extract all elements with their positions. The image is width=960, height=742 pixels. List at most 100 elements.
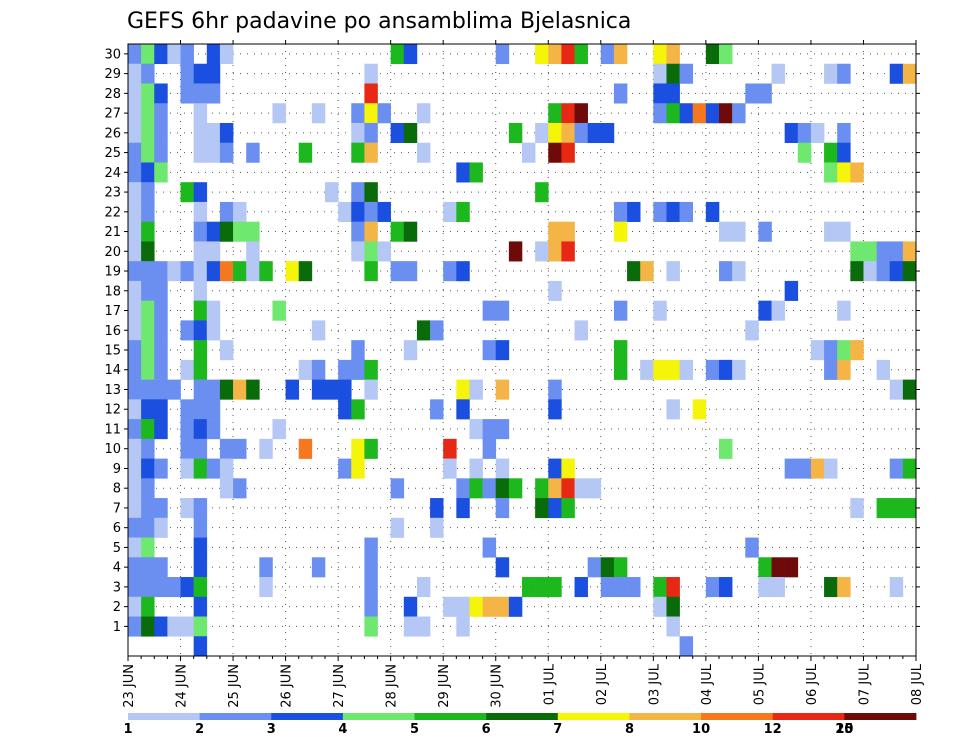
heatmap-cell [469,162,483,183]
x-tick-label: 02 JUL [595,663,610,705]
heatmap-cell [219,221,234,242]
heatmap-cell [535,577,549,598]
heatmap-cell [246,261,260,282]
heatmap-cell [758,300,772,321]
heatmap-cell [193,438,208,459]
heatmap-cell [219,201,234,222]
heatmap-cell [679,359,694,380]
heatmap-cell [364,359,378,380]
heatmap-cell [482,419,497,440]
heatmap-cell [180,498,194,519]
heatmap-cell [193,399,208,420]
heatmap-cell [233,379,247,400]
heatmap-cell [666,83,680,104]
y-tick-label: 25 [104,146,121,161]
heatmap-cell [719,44,733,65]
heatmap-cell [193,340,208,361]
heatmap-cell [810,122,825,144]
heatmap-cell [193,577,208,598]
y-tick-label: 23 [104,186,121,201]
heatmap-cell [351,399,365,420]
heatmap-cell [338,379,352,400]
heatmap-cell [154,261,168,282]
heatmap-cell [351,142,365,163]
y-tick-label: 6 [113,521,121,536]
x-tick-label: 05 JUL [752,663,767,705]
heatmap-cell [771,300,785,321]
heatmap-cell [613,83,628,104]
heatmap-cell [154,162,168,183]
heatmap-cell [128,379,142,400]
heatmap-cell [443,201,457,222]
heatmap-cell [508,122,523,144]
heatmap-cell [613,221,628,242]
heatmap-cell [495,379,510,400]
heatmap-cell [495,498,510,519]
heatmap-cell [364,83,378,104]
heatmap-cell [193,241,208,262]
heatmap-cell [613,359,628,380]
heatmap-cell [837,162,851,183]
colorbar-label: 15 [835,722,853,737]
x-tick-label: 07 JUL [858,663,873,705]
y-tick-label: 20 [104,245,121,260]
heatmap-cell [180,616,194,637]
heatmap-cell [311,379,326,400]
heatmap-cell [351,201,365,222]
heatmap-cell [561,221,575,242]
heatmap-cell [364,438,378,459]
heatmap-cell [141,241,155,262]
heatmap-cell [141,616,155,637]
heatmap-cell [627,577,641,598]
heatmap-cell [824,142,838,163]
heatmap-cell [666,359,680,380]
heatmap-cell [141,122,155,144]
heatmap-cell [771,63,785,84]
heatmap-cell [824,221,838,242]
heatmap-cell [193,596,208,617]
heatmap-cell [180,63,194,84]
heatmap-cell [180,359,194,380]
heatmap-cell [535,44,549,65]
heatmap-cell [298,359,313,380]
heatmap-cell [193,379,208,400]
heatmap-cell [561,458,575,479]
heatmap-cell [469,596,483,617]
heatmap-cell [548,103,562,124]
heatmap-cell [180,83,194,104]
heatmap-cell [128,596,142,617]
heatmap-cell [233,201,247,222]
heatmap-cell [456,162,470,183]
heatmap-cell [732,261,746,282]
heatmap-cell [692,399,707,420]
colorbar-swatch [128,713,201,720]
heatmap-cell [902,458,917,479]
heatmap-cell [613,340,628,361]
x-tick-label: 27 JUN [332,664,347,708]
heatmap-cell [416,616,431,637]
heatmap-cell [416,577,431,598]
heatmap-cell [784,280,799,301]
y-tick-label: 29 [104,67,121,82]
heatmap-cell [679,63,694,84]
heatmap-cell [574,103,588,124]
heatmap-cell [797,458,812,479]
heatmap-cell [430,399,444,420]
heatmap-cell [627,261,641,282]
heatmap-cell [206,122,221,144]
x-tick-label: 23 JUN [122,664,137,708]
heatmap-cell [666,399,680,420]
heatmap-cell [219,142,234,163]
heatmap-cell [719,103,733,124]
heatmap-cell [784,122,799,144]
heatmap-cell [600,122,615,144]
heatmap-cell [692,103,707,124]
heatmap-cell [154,340,168,361]
heatmap-cell [259,577,273,598]
heatmap-cell [141,458,155,479]
heatmap-cell [587,478,602,499]
heatmap-cell [548,44,562,65]
heatmap-cell [653,596,667,617]
heatmap-cell [154,577,168,598]
heatmap-cell [351,359,365,380]
